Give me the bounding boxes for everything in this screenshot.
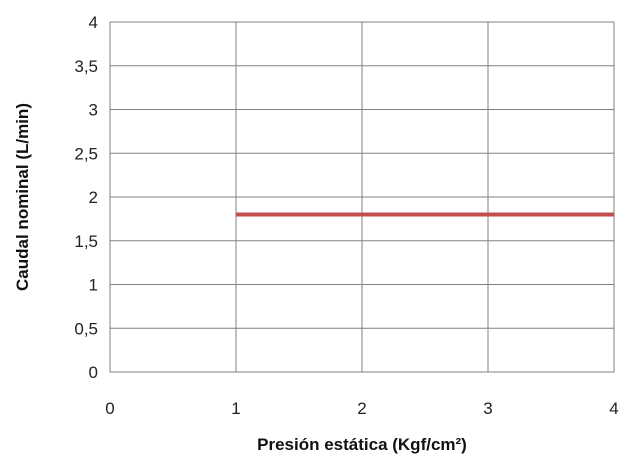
y-tick-label: 1 [89,276,98,295]
x-axis-title: Presión estática (Kgf/cm²) [257,435,467,454]
y-tick-label: 1,5 [74,232,98,251]
y-tick-labels: 0 0,5 1 1,5 2 2,5 3 3,5 4 [74,13,98,382]
x-tick-label: 0 [105,399,114,418]
grid [110,22,614,372]
x-tick-label: 3 [483,399,492,418]
x-tick-labels: 0 1 2 3 4 [105,399,618,418]
x-tick-label: 2 [357,399,366,418]
x-tick-label: 1 [231,399,240,418]
y-tick-label: 4 [89,13,98,32]
y-tick-label: 2,5 [74,144,98,163]
y-tick-label: 0 [89,363,98,382]
y-tick-label: 3,5 [74,57,98,76]
y-tick-label: 2 [89,188,98,207]
y-tick-label: 0,5 [74,319,98,338]
x-tick-label: 4 [609,399,618,418]
y-axis-title: Caudal nominal (L/min) [13,103,32,291]
y-tick-label: 3 [89,101,98,120]
